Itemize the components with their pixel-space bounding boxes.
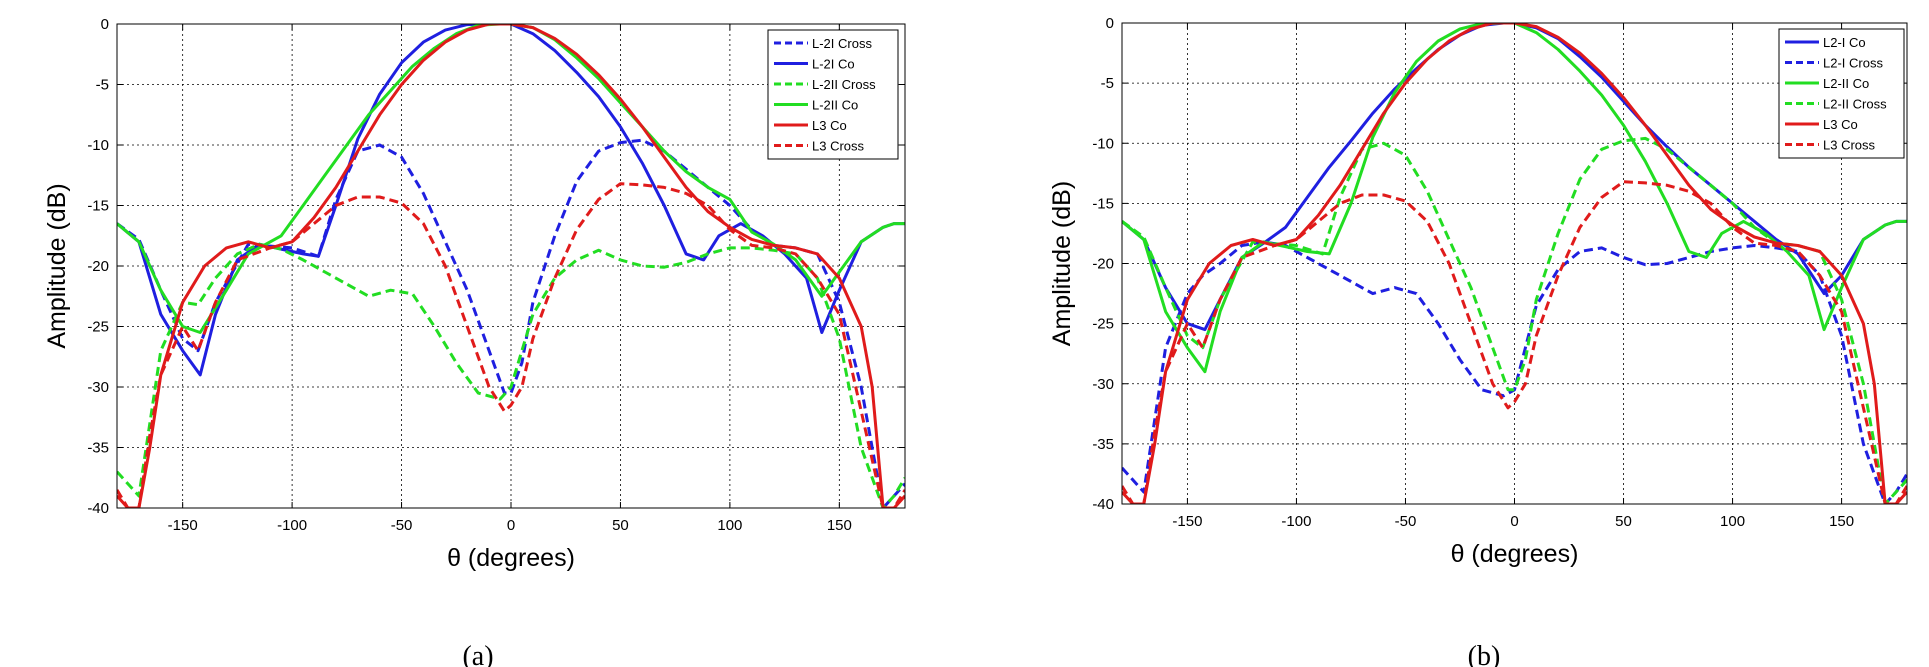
legend-label: L2-II Cross	[1823, 97, 1887, 112]
y-tick-label: -35	[87, 440, 109, 457]
legend-box	[1778, 28, 1905, 159]
chart-panel-1: -150 -100 -50 0 50 100 150 0 -5 -10 -15 -20 -25 -30 -3…	[43, 16, 906, 667]
legend-label: L3 Cross	[1823, 138, 1876, 153]
x-tick-label: -50	[391, 517, 413, 534]
x-tick-label: -100	[277, 517, 307, 534]
y-tick-label: -15	[87, 198, 109, 215]
x-tick-label: 0	[507, 517, 515, 534]
legend-label: L-2I Cross	[812, 36, 872, 51]
legend-label: L3 Co	[1823, 117, 1858, 132]
y-tick-label: 0	[1106, 15, 1114, 32]
series-line-3	[1122, 23, 1907, 374]
x-tick-label: 150	[827, 517, 852, 534]
x-tick-label: -100	[1281, 513, 1311, 530]
y-tick-label: -25	[1092, 316, 1114, 333]
y-tick-label: -35	[1092, 436, 1114, 453]
y-axis-label: Amplitude (dB)	[43, 183, 71, 348]
legend-label: L-2II Co	[812, 98, 858, 113]
y-axis-label: Amplitude (dB)	[1048, 181, 1076, 346]
x-tick-label: -50	[1395, 513, 1417, 530]
y-tick-label: -15	[1092, 195, 1114, 212]
x-tick-label: -150	[1172, 513, 1202, 530]
legend-label: L-2II Cross	[812, 77, 876, 92]
x-tick-label: 100	[1720, 513, 1745, 530]
series-line-6	[117, 182, 905, 508]
legend-label: L-2I Co	[812, 57, 855, 72]
legend-box	[767, 29, 899, 160]
legend-label: L3 Co	[812, 118, 847, 133]
y-tick-label: -30	[1092, 376, 1114, 393]
x-axis-label: θ (degrees)	[1451, 540, 1579, 568]
x-tick-label: 0	[1510, 513, 1518, 530]
x-tick-label: 50	[612, 517, 629, 534]
legend-label: L2-II Co	[1823, 76, 1869, 91]
panel-caption: (a)	[462, 641, 493, 667]
x-axis-label: θ (degrees)	[447, 544, 575, 572]
legend-label: L2-I Cross	[1823, 56, 1883, 71]
x-tick-label: 50	[1615, 513, 1632, 530]
x-tick-label: -150	[168, 517, 198, 534]
x-tick-label: 150	[1829, 513, 1854, 530]
series-line-5	[1122, 23, 1907, 504]
series-line-5	[117, 24, 905, 508]
legend-label: L3 Cross	[812, 139, 865, 154]
series-line-2	[117, 24, 905, 377]
chart-panel-2: -150 -100 -50 0 50 100 150 0 -5 -10 -15 -20 -25 -30 -3…	[1048, 15, 1908, 667]
y-tick-label: -20	[87, 258, 109, 275]
y-tick-label: -5	[96, 77, 109, 94]
y-tick-label: 0	[101, 16, 109, 33]
series-group	[117, 24, 905, 508]
y-tick-label: -40	[87, 500, 109, 517]
series-line-6	[1122, 180, 1907, 504]
legend: L2-I Co L2-I Cross L2-II Co L2-II Cross L3 C…	[1778, 28, 1905, 159]
y-tick-label: -10	[87, 137, 109, 154]
legend-label: L2-I Co	[1823, 35, 1866, 50]
series-line-2	[1122, 240, 1907, 504]
y-tick-label: -30	[87, 379, 109, 396]
y-tick-label: -5	[1101, 75, 1114, 92]
legend: L-2I Cross L-2I Co L-2II Cross L-2II Co L3 C…	[767, 29, 899, 160]
y-tick-label: -10	[1092, 135, 1114, 152]
y-tick-label: -25	[87, 319, 109, 336]
series-group	[1122, 23, 1907, 504]
x-tick-label: 100	[717, 517, 742, 534]
y-tick-label: -20	[1092, 256, 1114, 273]
y-tick-label: -40	[1092, 496, 1114, 513]
panel-caption: (b)	[1468, 641, 1501, 667]
